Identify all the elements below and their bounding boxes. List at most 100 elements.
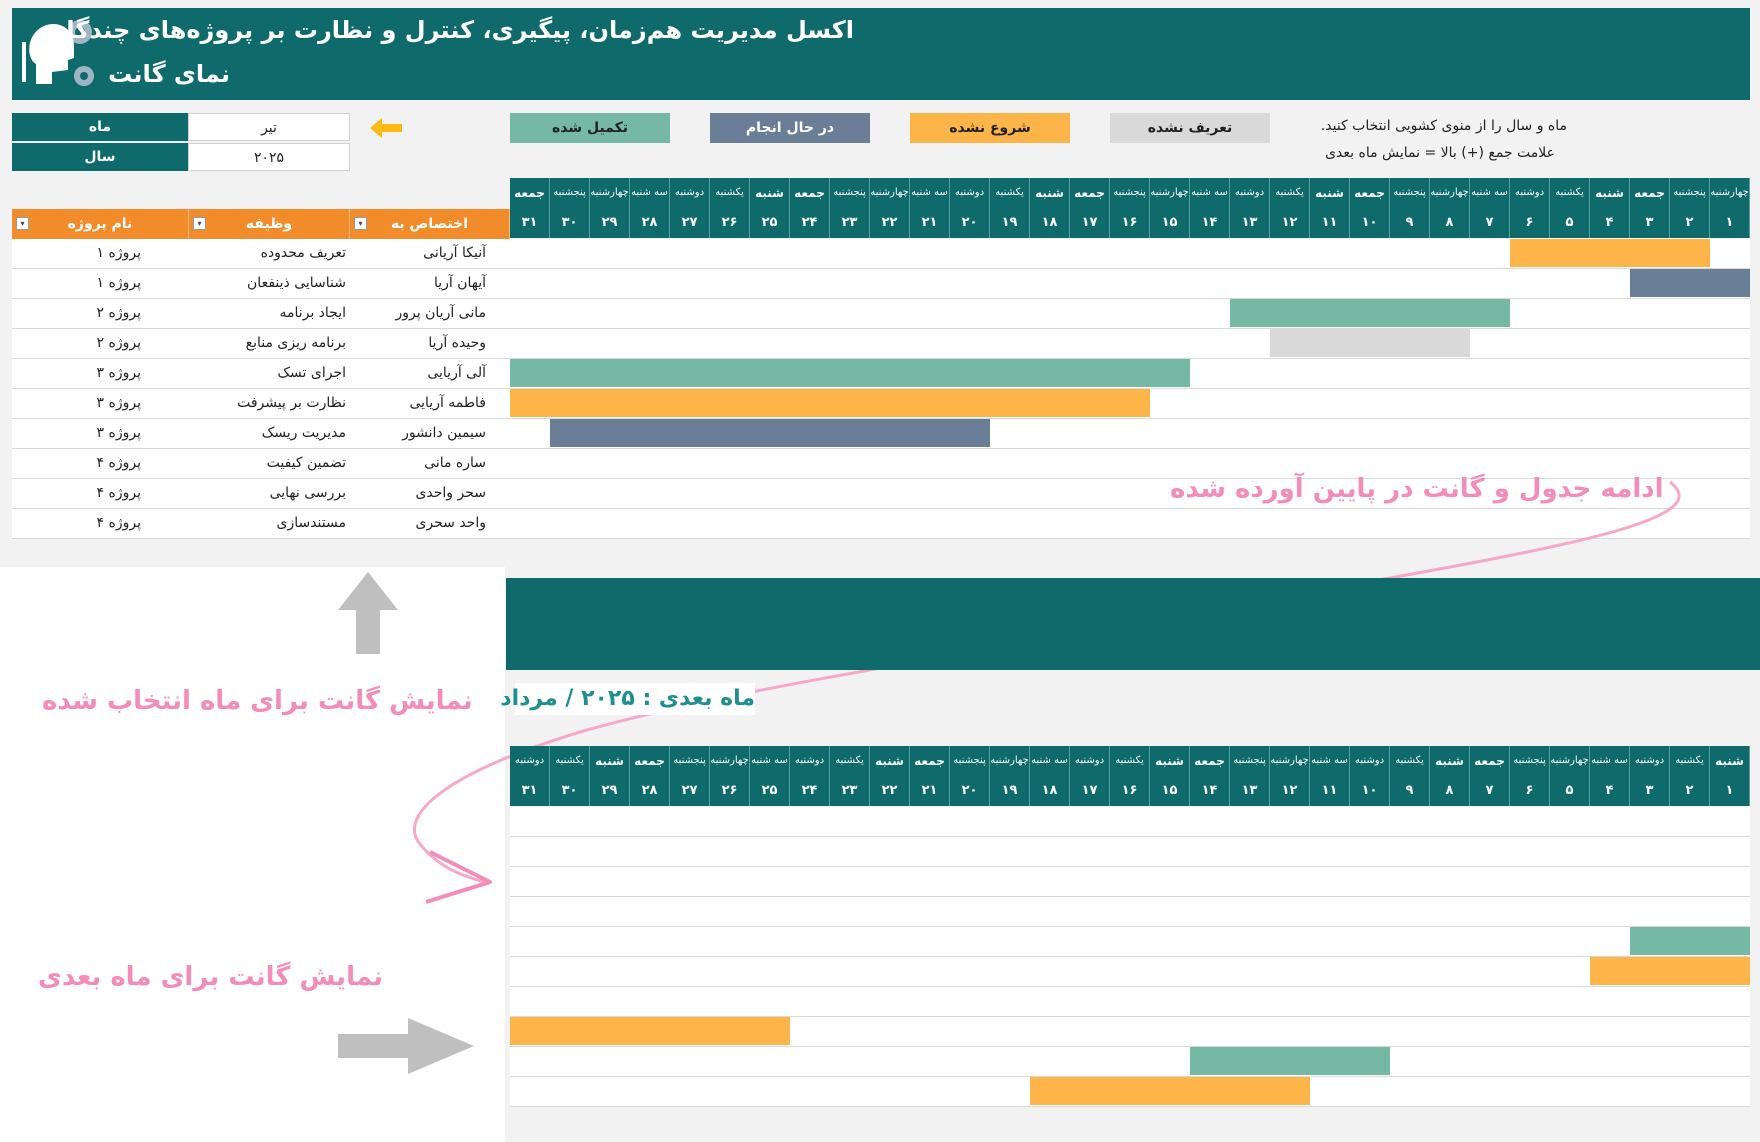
cell-assignee: فاطمه آریایی	[409, 395, 486, 411]
next-weekday-3: دوشنبه	[1630, 746, 1670, 776]
cur-day-23: ۲۳	[830, 208, 870, 238]
dropdown-icon[interactable]: ▾	[16, 217, 29, 230]
month-select[interactable]: تیر	[188, 113, 350, 141]
cur-weekday-13: دوشنبه	[1230, 178, 1270, 208]
next-weekday-10: دوشنبه	[1350, 746, 1390, 776]
cell-task: ایجاد برنامه	[279, 305, 346, 321]
table-row[interactable]: پروژه ۳ اجرای تسک آلی آریایی	[12, 359, 510, 389]
next-day-5: ۵	[1550, 776, 1590, 806]
next-weekday-17: دوشنبه	[1070, 746, 1110, 776]
next-day-3: ۳	[1630, 776, 1670, 806]
cur-weekday-18: شنبه	[1030, 178, 1070, 208]
note-next-month: نمایش گانت برای ماه بعدی	[38, 962, 384, 992]
next-day-13: ۱۳	[1230, 776, 1270, 806]
month-label: ماه	[12, 113, 188, 141]
next-day-28: ۲۸	[630, 776, 670, 806]
year-select[interactable]: ۲۰۲۵	[188, 143, 350, 171]
col-header-assignee[interactable]: اختصاص به ▾	[350, 209, 510, 239]
cur-day-10: ۱۰	[1350, 208, 1390, 238]
dropdown-icon[interactable]: ▾	[354, 217, 367, 230]
cell-project: پروژه ۳	[96, 425, 141, 441]
col-header-project[interactable]: نام پروژه ▾	[12, 209, 189, 239]
cur-day-7: ۷	[1470, 208, 1510, 238]
dropdown-icon[interactable]: ▾	[193, 217, 206, 230]
cur-day-28: ۲۸	[630, 208, 670, 238]
table-row[interactable]: پروژه ۳ مدیریت ریسک سیمین دانشور	[12, 419, 510, 449]
cur-gantt-row	[510, 449, 1750, 479]
cur-day-27: ۲۷	[670, 208, 710, 238]
cur-day-31: ۳۱	[510, 208, 550, 238]
cur-weekday-21: سه شنبه	[910, 178, 950, 208]
table-row[interactable]: پروژه ۴ مستندسازی واحد سحری	[12, 509, 510, 539]
cur-day-12: ۱۲	[1270, 208, 1310, 238]
cur-weekday-11: شنبه	[1310, 178, 1350, 208]
cell-task: شناسایی ذینفعان	[247, 275, 346, 291]
next-day-18: ۱۸	[1030, 776, 1070, 806]
cur-day-22: ۲۲	[870, 208, 910, 238]
cur-gantt-bar	[1230, 299, 1510, 327]
next-weekday-7: جمعه	[1470, 746, 1510, 776]
next-day-6: ۶	[1510, 776, 1550, 806]
col-header-project-label: نام پروژه	[67, 216, 133, 232]
cell-project: پروژه ۴	[96, 455, 141, 471]
col-header-task[interactable]: وظیفه ▾	[189, 209, 350, 239]
next-weekday-1: شنبه	[1710, 746, 1750, 776]
cell-project: پروژه ۲	[96, 305, 141, 321]
table-row[interactable]: پروژه ۱ شناسایی ذینفعان آیهان آریا	[12, 269, 510, 299]
cur-weekday-20: دوشنبه	[950, 178, 990, 208]
next-weekday-8: شنبه	[1430, 746, 1470, 776]
cell-task: تعریف محدوده	[260, 245, 346, 261]
cur-gantt-bar	[510, 389, 1150, 417]
table-row[interactable]: پروژه ۲ ایجاد برنامه مانی آریان پرور	[12, 299, 510, 329]
table-row[interactable]: پروژه ۲ برنامه ریزی منابع وحیده آریا	[12, 329, 510, 359]
next-weekday-6: پنجشنبه	[1510, 746, 1550, 776]
cell-task: بررسی نهایی	[269, 485, 346, 501]
cur-weekday-4: شنبه	[1590, 178, 1630, 208]
next-weekday-22: شنبه	[870, 746, 910, 776]
next-gantt-row	[510, 807, 1750, 837]
cur-weekday-3: جمعه	[1630, 178, 1670, 208]
cur-day-19: ۱۹	[990, 208, 1030, 238]
next-gantt-bar	[1190, 1047, 1390, 1075]
next-gantt-row	[510, 867, 1750, 897]
table-row[interactable]: پروژه ۴ بررسی نهایی سحر واحدی	[12, 479, 510, 509]
cell-project: پروژه ۴	[96, 485, 141, 501]
cur-gantt-row	[510, 299, 1750, 329]
cell-project: پروژه ۱	[96, 275, 141, 291]
year-label: سال	[12, 143, 188, 171]
cell-assignee: مانی آریان پرور	[395, 305, 486, 321]
next-weekday-26: چهارشنبه	[710, 746, 750, 776]
app-title: اکسل مدیریت هم‌زمان، پیگیری، کنترل و نظا…	[42, 16, 854, 44]
cur-weekday-16: پنجشنبه	[1110, 178, 1150, 208]
cur-weekday-15: چهارشنبه	[1150, 178, 1190, 208]
cur-day-21: ۲۱	[910, 208, 950, 238]
next-day-19: ۱۹	[990, 776, 1030, 806]
cur-weekday-8: چهارشنبه	[1430, 178, 1470, 208]
cur-day-25: ۲۵	[750, 208, 790, 238]
cur-day-26: ۲۶	[710, 208, 750, 238]
next-day-9: ۹	[1390, 776, 1430, 806]
next-weekday-9: یکشنبه	[1390, 746, 1430, 776]
next-weekday-28: جمعه	[630, 746, 670, 776]
cur-weekday-5: یکشنبه	[1550, 178, 1590, 208]
cell-assignee: ساره مانی	[424, 455, 486, 471]
next-day-21: ۲۱	[910, 776, 950, 806]
cell-task: اجرای تسک	[277, 365, 346, 381]
cell-project: پروژه ۴	[96, 515, 141, 531]
next-weekday-16: یکشنبه	[1110, 746, 1150, 776]
cell-assignee: آیهان آریا	[433, 275, 486, 291]
next-day-1: ۱	[1710, 776, 1750, 806]
gear-head-icon	[22, 20, 94, 86]
table-row[interactable]: پروژه ۴ تضمین کیفیت ساره مانی	[12, 449, 510, 479]
next-weekday-24: دوشنبه	[790, 746, 830, 776]
next-weekday-12: چهارشنبه	[1270, 746, 1310, 776]
next-weekday-15: شنبه	[1150, 746, 1190, 776]
legend-completed: تکمیل شده	[510, 113, 670, 143]
table-row[interactable]: پروژه ۳ نظارت بر پیشرفت فاطمه آریایی	[12, 389, 510, 419]
cur-day-16: ۱۶	[1110, 208, 1150, 238]
cur-day-8: ۸	[1430, 208, 1470, 238]
cur-day-11: ۱۱	[1310, 208, 1350, 238]
next-weekday-20: پنجشنبه	[950, 746, 990, 776]
cur-weekday-24: جمعه	[790, 178, 830, 208]
table-row[interactable]: پروژه ۱ تعریف محدوده آنیکا آریانی	[12, 239, 510, 269]
